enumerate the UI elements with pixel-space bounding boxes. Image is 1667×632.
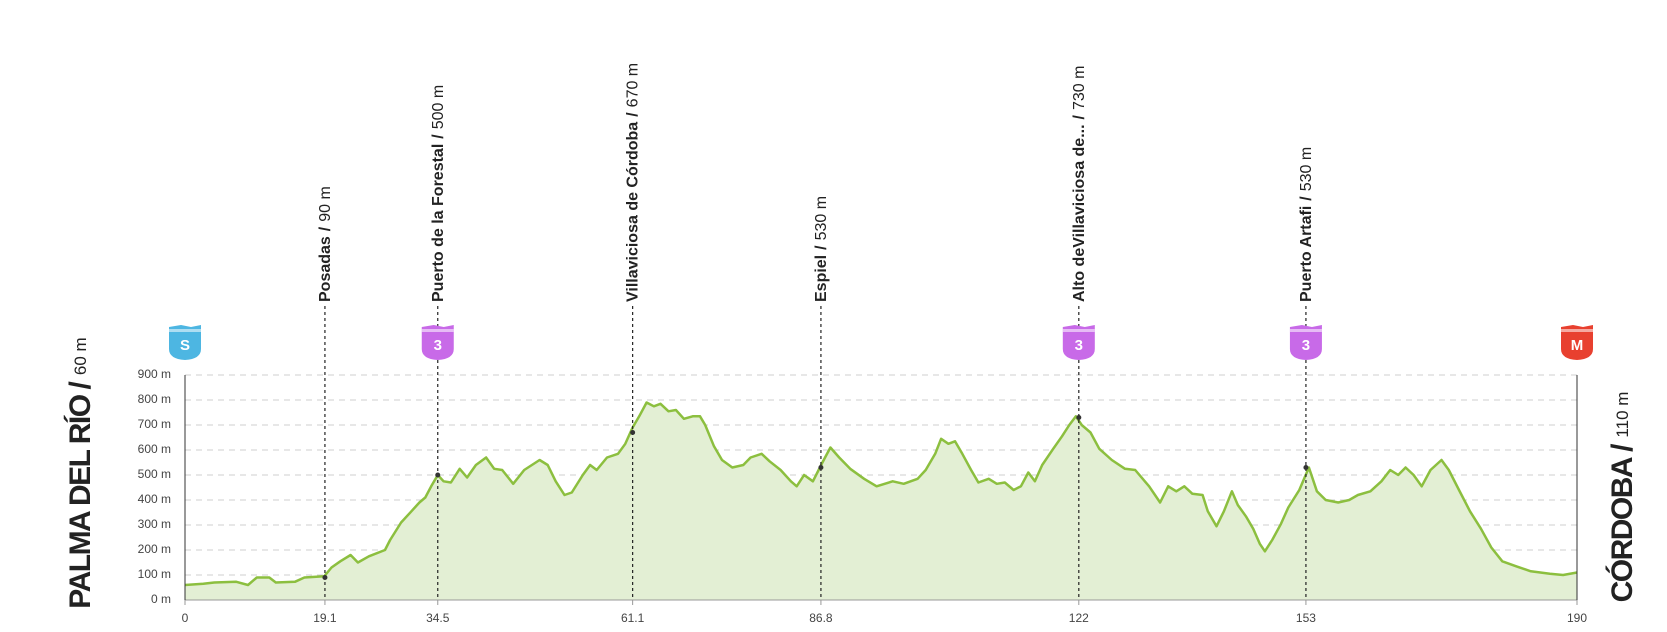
- waypoint-dot: [818, 465, 824, 470]
- icon-band: [1289, 329, 1322, 332]
- x-tick-label: 19.1: [313, 611, 337, 625]
- y-tick-label: 0 m: [151, 592, 171, 606]
- separator: /: [1297, 196, 1314, 201]
- waypoint-dot: [435, 472, 441, 478]
- x-tick-label: 0: [182, 611, 189, 625]
- icon-text: M: [1571, 337, 1584, 354]
- separator: /: [316, 226, 333, 231]
- waypoint-name: Posadas: [316, 236, 333, 302]
- icon-shape: [1289, 325, 1322, 360]
- y-tick-label: 400 m: [138, 492, 171, 506]
- icon-band: [421, 329, 454, 332]
- x-tick-label: 61.1: [621, 611, 645, 625]
- waypoint-altitude: 730 m: [1070, 66, 1087, 110]
- separator: /: [624, 112, 641, 117]
- y-tick-label: 800 m: [138, 392, 171, 406]
- y-tick-label: 200 m: [138, 542, 171, 556]
- waypoint-altitude: 530 m: [812, 196, 829, 240]
- stage-icon: M: [1561, 325, 1593, 360]
- waypoint-name: Puerto de la Forestal: [429, 144, 446, 302]
- icon-shape: [169, 325, 201, 360]
- start-altitude: 60 m: [71, 337, 90, 375]
- icon-text: 3: [434, 337, 442, 354]
- waypoint-dot: [1303, 465, 1309, 470]
- y-tick-label: 100 m: [138, 567, 171, 581]
- waypoint-name: Puerto Artafi: [1297, 206, 1314, 302]
- x-tick-label: 190: [1567, 611, 1587, 625]
- start-name: PALMA DEL RÍO: [63, 394, 97, 608]
- icon-text: S: [180, 337, 190, 354]
- y-tick-label: 300 m: [138, 517, 171, 531]
- finish-title: CÓRDOBA / 110 m: [1605, 392, 1639, 603]
- waypoint-altitude: 500 m: [429, 85, 446, 129]
- waypoint-dot: [322, 575, 328, 580]
- separator: /: [429, 134, 446, 139]
- waypoint-name: Espiel: [812, 255, 829, 302]
- icon-shape: [1561, 325, 1593, 360]
- icon-shape: [421, 325, 454, 360]
- waypoint-dot: [630, 430, 636, 435]
- finish-name: CÓRDOBA: [1605, 457, 1639, 602]
- icon-text: 3: [1302, 337, 1310, 354]
- icon-shape: [1062, 325, 1095, 360]
- icon-band: [1062, 329, 1095, 332]
- waypoint-dot: [1076, 415, 1082, 420]
- waypoint-label: Villaviciosa de Córdoba / 670 m: [624, 63, 641, 302]
- separator: /: [1606, 443, 1639, 452]
- y-tick-label: 600 m: [138, 442, 171, 456]
- x-tick-label: 122: [1069, 611, 1089, 625]
- x-tick-label: 153: [1296, 611, 1316, 625]
- icon-text: 3: [1075, 337, 1083, 354]
- stage-icon: 3: [1062, 325, 1095, 360]
- waypoint-altitude: 90 m: [316, 186, 333, 222]
- waypoint-label: Puerto Artafi / 530 m: [1297, 147, 1314, 302]
- separator: /: [1070, 114, 1087, 119]
- waypoint-label: Puerto de la Forestal / 500 m: [429, 85, 446, 302]
- y-tick-label: 500 m: [138, 467, 171, 481]
- waypoint-altitude: 530 m: [1297, 147, 1314, 191]
- profile-line: [184, 401, 1578, 587]
- waypoint-label: Posadas / 90 m: [316, 186, 333, 302]
- stage-icon: 3: [1289, 325, 1322, 360]
- waypoint-label: Espiel / 530 m: [812, 196, 829, 302]
- waypoint-name: Alto deVillaviciosa de...: [1070, 124, 1087, 302]
- y-tick-label: 700 m: [138, 417, 171, 431]
- x-tick-label: 34.5: [426, 611, 450, 625]
- icon-band: [169, 329, 201, 332]
- stage-icon: S: [169, 325, 201, 360]
- waypoint-altitude: 670 m: [624, 63, 641, 107]
- start-title: PALMA DEL RÍO / 60 m: [63, 337, 97, 608]
- separator: /: [64, 380, 97, 389]
- stage-icon: 3: [421, 325, 454, 360]
- profile-area: [185, 402, 1577, 600]
- waypoint-name: Villaviciosa de Córdoba: [624, 122, 641, 302]
- x-tick-label: 86.8: [809, 611, 833, 625]
- finish-altitude: 110 m: [1613, 392, 1632, 438]
- separator: /: [812, 245, 829, 250]
- waypoint-label: Alto deVillaviciosa de... / 730 m: [1070, 66, 1087, 302]
- y-tick-label: 900 m: [138, 367, 171, 381]
- icon-band: [1561, 329, 1593, 332]
